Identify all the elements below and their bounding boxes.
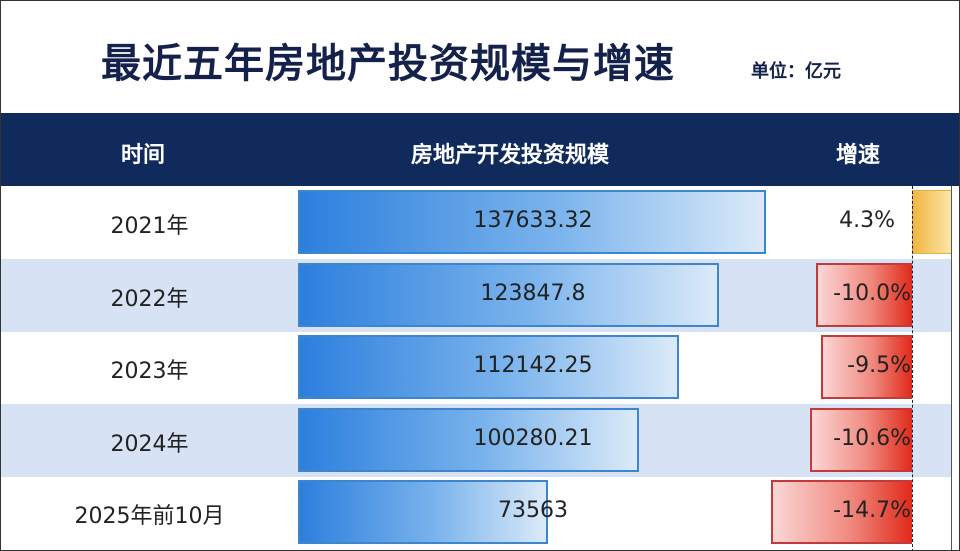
year-label: 2025年前10月 [74, 504, 225, 530]
table-row: 2024年 100280.21 -10.6% [1, 403, 959, 477]
header-time: 时间 [121, 143, 166, 168]
investment-value: 137633.32 [473, 208, 593, 233]
growth-bar [816, 262, 912, 327]
header-scale: 房地产开发投资规模 [411, 143, 610, 168]
growth-value: -14.7% [833, 498, 911, 524]
growth-bar [912, 190, 954, 254]
unit-label: 单位：亿元 [751, 61, 841, 82]
investment-value: 112142.25 [473, 353, 593, 379]
growth-bar [820, 335, 912, 400]
table-row: 2025年前10月 73563 -14.7% [1, 476, 959, 549]
table-header: 时间 房地产开发投资规模 增速 [1, 113, 959, 186]
investment-bar [298, 190, 766, 254]
growth-value: 4.3% [839, 208, 895, 233]
growth-bar [810, 407, 912, 472]
table-row: 2021年 137633.32 4.3% [1, 186, 959, 259]
growth-axis-line [912, 186, 913, 550]
year-label: 2022年 [110, 286, 189, 312]
investment-value: 123847.8 [480, 280, 586, 306]
year-label: 2021年 [110, 214, 189, 239]
header-growth: 增速 [836, 143, 881, 168]
table-row: 2023年 112142.25 -9.5% [1, 331, 959, 404]
investment-bar [298, 407, 639, 472]
growth-value: -9.5% [847, 353, 911, 379]
growth-value: -10.0% [833, 280, 911, 306]
year-label: 2023年 [110, 359, 189, 385]
year-label: 2024年 [110, 431, 189, 457]
growth-bar [770, 480, 912, 545]
investment-value: 73563 [498, 498, 568, 524]
investment-value: 100280.21 [473, 425, 593, 451]
investment-bar [298, 262, 720, 327]
page-title: 最近五年房地产投资规模与增速 [101, 41, 675, 87]
investment-bar [298, 480, 549, 545]
table-row: 2022年 123847.8 -10.0% [1, 258, 959, 332]
right-border [951, 186, 959, 550]
investment-bar [298, 335, 680, 400]
growth-value: -10.6% [833, 425, 911, 451]
